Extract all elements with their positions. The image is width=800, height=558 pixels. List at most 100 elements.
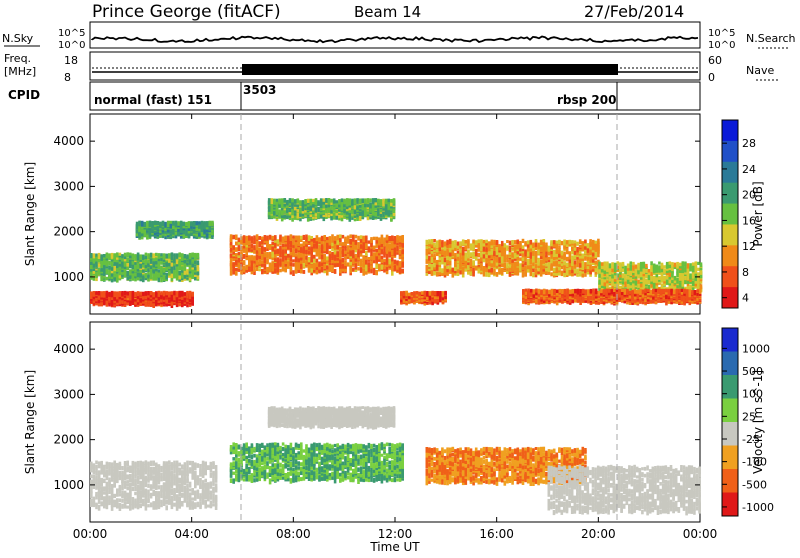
echo-cell xyxy=(354,234,358,239)
echo-cell xyxy=(370,247,373,252)
echo-cell xyxy=(335,210,339,214)
echo-cell xyxy=(392,198,396,205)
echo-cell xyxy=(305,248,308,253)
echo-cell xyxy=(430,251,434,258)
echo-cell xyxy=(354,268,358,272)
echo-cell xyxy=(100,254,103,259)
echo-cell xyxy=(375,236,378,241)
echo-cell xyxy=(487,264,491,270)
echo-cell xyxy=(336,261,339,267)
echo-cell xyxy=(603,261,607,268)
echo-cell xyxy=(248,239,251,245)
echo-cell xyxy=(253,266,256,272)
echo-cell xyxy=(378,237,381,242)
echo-cell xyxy=(196,261,200,266)
echo-cell xyxy=(183,273,187,279)
echo-cell xyxy=(524,267,527,271)
echo-cell xyxy=(430,264,434,270)
echo-cell xyxy=(586,260,590,265)
echo-cell xyxy=(537,269,540,274)
echo-cell xyxy=(155,259,158,265)
echo-cell xyxy=(433,269,436,274)
echo-cell xyxy=(370,265,373,269)
echo-cell xyxy=(385,269,389,275)
echo-cell xyxy=(268,262,272,268)
echo-cell xyxy=(253,260,256,264)
station-title: Prince George (fitACF) xyxy=(92,2,281,22)
echo-cell xyxy=(611,280,614,285)
echo-cell xyxy=(126,291,129,296)
echo-cell xyxy=(339,250,342,255)
echo-cell xyxy=(600,263,604,270)
echo-cell xyxy=(165,275,168,280)
echo-cell xyxy=(116,276,119,283)
echo-cell xyxy=(565,262,569,267)
echo-cell xyxy=(301,204,305,211)
echo-cell xyxy=(565,240,569,245)
echo-cell xyxy=(573,241,577,247)
echo-cell xyxy=(134,266,137,273)
echo-cell xyxy=(532,264,535,269)
echo-cell xyxy=(297,244,300,251)
echo-cell xyxy=(573,253,577,259)
echo-cell xyxy=(438,245,442,251)
echo-cell xyxy=(480,244,483,249)
echo-cell xyxy=(443,246,447,251)
echo-cell xyxy=(97,267,101,274)
echo-cell xyxy=(294,235,298,241)
echo-cell xyxy=(576,271,579,277)
echo-cell xyxy=(441,254,444,260)
echo-cell xyxy=(242,260,246,266)
echo-cell xyxy=(198,221,201,228)
echo-cell xyxy=(441,270,444,276)
echo-cell xyxy=(315,258,319,263)
echo-cell xyxy=(571,264,574,270)
echo-cell xyxy=(116,266,119,272)
echo-cell xyxy=(365,242,368,248)
echo-cell xyxy=(344,254,347,259)
echo-cell xyxy=(126,252,129,258)
echo-cell xyxy=(200,220,204,226)
echo-cell xyxy=(250,243,254,249)
echo-cell xyxy=(327,207,331,211)
echo-cell xyxy=(274,243,277,248)
echo-cell xyxy=(123,254,127,260)
echo-cell xyxy=(451,272,455,278)
echo-cell xyxy=(621,273,625,279)
echo-cell xyxy=(537,249,540,255)
echo-cell xyxy=(469,258,473,264)
echo-cell xyxy=(188,266,192,272)
echo-cell xyxy=(118,273,122,279)
echo-cell xyxy=(375,248,378,252)
echo-cell xyxy=(529,267,533,273)
echo-cell xyxy=(353,198,357,204)
echo-cell xyxy=(576,263,579,268)
echo-cell xyxy=(545,242,548,246)
echo-cell xyxy=(270,198,274,205)
echo-cell xyxy=(568,269,572,275)
echo-cell xyxy=(152,253,155,258)
echo-cell xyxy=(545,244,548,251)
echo-cell xyxy=(516,249,520,255)
echo-cell xyxy=(323,249,326,254)
echo-cell xyxy=(339,258,342,264)
cpid-segment-normal: normal (fast) 151 xyxy=(94,93,212,107)
echo-cell xyxy=(435,244,439,249)
echo-cell xyxy=(181,264,184,269)
echo-cell xyxy=(297,256,300,263)
noise-panel: N.Sky 10^5 10^0 10^5 10^0 N.Search xyxy=(2,21,796,51)
echo-cell xyxy=(364,201,367,207)
echo-cell xyxy=(192,221,196,225)
echo-cell xyxy=(539,246,543,253)
echo-cell xyxy=(292,239,295,246)
echo-cell xyxy=(482,239,486,244)
echo-cell xyxy=(358,198,362,205)
echo-cell xyxy=(229,261,233,268)
echo-cell xyxy=(456,263,460,270)
echo-cell xyxy=(157,277,161,283)
echo-cell xyxy=(410,292,414,296)
echo-cell xyxy=(513,264,517,271)
echo-cell xyxy=(123,267,127,272)
echo-cell xyxy=(467,244,470,249)
echo-cell xyxy=(454,245,457,252)
